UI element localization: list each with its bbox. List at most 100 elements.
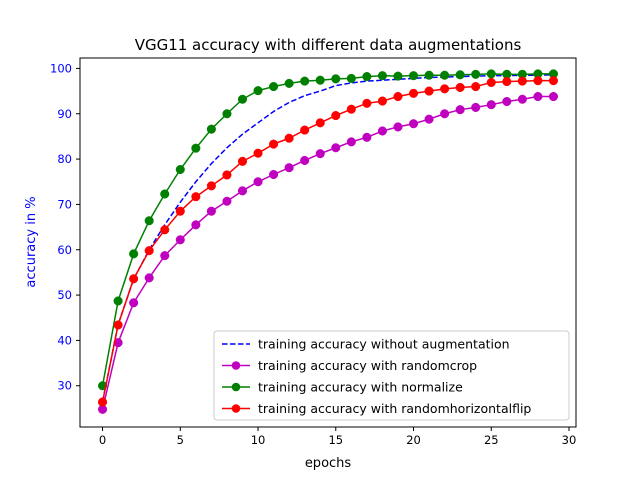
- data-point: [222, 109, 232, 119]
- data-point: [175, 235, 185, 245]
- data-point: [377, 71, 387, 81]
- data-point: [144, 273, 154, 283]
- legend-label: training accuracy with normalize: [258, 380, 463, 395]
- data-point: [533, 91, 543, 102]
- data-point: [517, 76, 527, 86]
- data-point: [206, 206, 216, 216]
- legend-label: training accuracy with randomcrop: [258, 358, 477, 373]
- data-point: [486, 100, 496, 110]
- data-point: [424, 114, 434, 124]
- x-tick-label: 15: [328, 433, 343, 447]
- data-point: [175, 206, 185, 216]
- legend-swatch-marker: [231, 404, 241, 413]
- series-1: [98, 91, 559, 414]
- data-point: [393, 71, 403, 81]
- data-point: [471, 69, 481, 79]
- data-point: [206, 124, 216, 134]
- legend-item: training accuracy with randomcrop: [222, 358, 477, 373]
- data-point: [331, 111, 341, 121]
- data-point: [129, 274, 139, 284]
- legend-item: training accuracy with randomhorizontalf…: [222, 401, 531, 416]
- data-point: [486, 77, 496, 88]
- data-point: [269, 82, 279, 92]
- y-axis-label: accuracy in %: [24, 196, 39, 287]
- data-point: [253, 86, 263, 96]
- data-point: [160, 189, 170, 199]
- data-point: [98, 397, 108, 407]
- data-point: [346, 137, 356, 147]
- data-point: [377, 126, 387, 136]
- y-tick-label: 70: [57, 197, 72, 211]
- data-point: [471, 82, 481, 92]
- data-point: [346, 73, 356, 83]
- data-point: [160, 225, 170, 235]
- data-point: [362, 132, 372, 142]
- data-point: [424, 86, 434, 96]
- data-point: [284, 78, 294, 88]
- y-tick-label: 80: [57, 152, 72, 166]
- data-point: [206, 181, 216, 191]
- data-point: [408, 88, 419, 98]
- data-point: [393, 122, 403, 132]
- y-tick-label: 40: [57, 333, 72, 347]
- x-tick-label: 30: [562, 433, 577, 447]
- data-point: [315, 118, 325, 128]
- data-point: [237, 94, 248, 104]
- data-point: [548, 76, 559, 86]
- data-point: [471, 102, 481, 112]
- data-point: [160, 251, 170, 261]
- legend-label: training accuracy without augmentation: [258, 337, 510, 352]
- data-point: [300, 76, 310, 86]
- data-point: [222, 196, 232, 206]
- plot-area: 0 5 10 15 20 25 30 30 40 50 60 70 80 90 100: [50, 57, 577, 447]
- axes-frame: [79, 57, 577, 428]
- y-tick-label: 50: [57, 288, 72, 302]
- data-point: [222, 170, 232, 180]
- x-tick-label: 20: [406, 433, 421, 447]
- chart-title: VGG11 accuracy with different data augme…: [135, 36, 522, 54]
- data-point: [440, 70, 450, 80]
- data-point: [533, 76, 543, 86]
- legend-label: training accuracy with randomhorizontalf…: [258, 401, 531, 416]
- data-point: [269, 169, 279, 180]
- data-point: [315, 149, 325, 159]
- y-tick-label: 90: [57, 107, 72, 121]
- y-tick-label: 100: [50, 61, 72, 75]
- data-point: [113, 320, 123, 330]
- data-point: [440, 84, 450, 94]
- data-point: [284, 133, 294, 143]
- data-point: [486, 69, 496, 79]
- series-2: [98, 69, 559, 391]
- x-tick-label: 5: [177, 433, 184, 447]
- data-point: [408, 71, 419, 81]
- data-point: [300, 125, 310, 135]
- x-axis-label: epochs: [305, 456, 352, 471]
- data-point: [548, 91, 559, 102]
- data-point: [253, 177, 263, 187]
- series-0: [101, 74, 554, 402]
- data-point: [502, 96, 512, 107]
- legend-box: [213, 330, 570, 421]
- data-point: [455, 105, 465, 115]
- y-tick-label: 60: [57, 243, 72, 257]
- data-point: [393, 91, 403, 102]
- data-point: [362, 98, 372, 108]
- data-point: [517, 94, 527, 104]
- data-point: [440, 109, 450, 119]
- y-tick-label: 30: [57, 379, 72, 393]
- data-point: [253, 148, 263, 158]
- x-tick-label: 0: [99, 433, 106, 447]
- data-point: [191, 192, 201, 202]
- data-point: [144, 216, 154, 226]
- data-point: [144, 246, 154, 256]
- data-point: [346, 104, 356, 114]
- data-point: [191, 220, 201, 230]
- series-line-0: [101, 74, 554, 402]
- data-point: [362, 72, 372, 82]
- data-point: [284, 163, 294, 173]
- legend: training accuracy without augmentation tr…: [213, 330, 570, 421]
- data-point: [113, 296, 123, 306]
- data-point: [408, 119, 419, 129]
